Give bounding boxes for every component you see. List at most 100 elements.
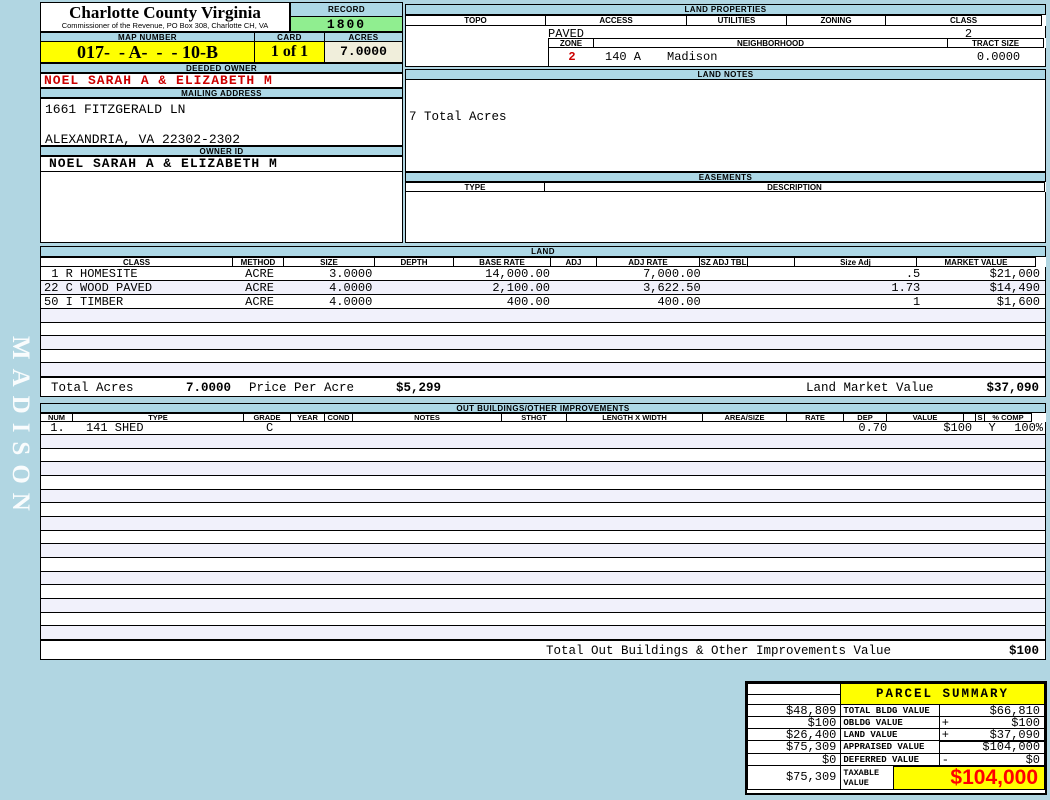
cell: 3.0000 xyxy=(329,267,373,280)
cell: ACRE xyxy=(245,295,274,308)
cell: C xyxy=(265,422,274,434)
ob-length-width-header: LENGTH X WIDTH xyxy=(566,413,703,422)
zone-column-header: ZONE xyxy=(548,38,594,48)
land-notes-header: LAND NOTES xyxy=(405,69,1046,80)
topo-column-header: TOPO xyxy=(405,15,546,26)
neighborhood-name: Madison xyxy=(667,50,718,64)
land-properties-column-headers: TOPO ACCESS UTILITIES ZONING CLASS xyxy=(405,15,1046,26)
land-size-header: SIZE xyxy=(283,257,375,267)
class-column-header: CLASS xyxy=(885,15,1042,26)
cell xyxy=(974,422,987,434)
cell xyxy=(555,267,602,280)
cell xyxy=(755,281,803,294)
price-per-acre-label: Price Per Acre xyxy=(249,381,355,395)
land-market-value-total: $37,090 xyxy=(986,381,1039,395)
ob-num-header: NUM xyxy=(40,413,73,422)
empty-row xyxy=(41,489,1045,504)
cell xyxy=(555,281,602,294)
tract-size-value: 0.0000 xyxy=(976,50,1021,64)
summary-row-deferred: $0 DEFERRED VALUE - $0 xyxy=(747,753,1046,766)
neighborhood-code: 140 A xyxy=(605,50,642,64)
land-column-headers: CLASS METHOD SIZE DEPTH BASE RATE ADJ AD… xyxy=(40,257,1046,267)
cell: 14,000.00 xyxy=(485,267,550,280)
owner-id-header: OWNER ID xyxy=(40,146,403,156)
out-buildings-total-value: $100 xyxy=(1008,644,1039,658)
cell: 0.70 xyxy=(858,422,888,434)
land-properties-values: PAVED 2 ZONE NEIGHBORHOOD TRACT SIZE 2 1… xyxy=(405,26,1046,67)
empty-row xyxy=(41,363,1045,377)
cell xyxy=(328,422,357,434)
ob-area-size-header: AREA/SIZE xyxy=(702,413,787,422)
empty-row xyxy=(41,558,1045,572)
cell: 7,000.00 xyxy=(643,267,701,280)
row-value-cell: $104,000 xyxy=(938,740,1046,754)
easement-type-column-header: TYPE xyxy=(405,182,545,192)
empty-row xyxy=(41,517,1045,531)
cell: $14,490 xyxy=(989,281,1040,294)
card-value: 1 of 1 xyxy=(254,41,325,63)
neighborhood-watermark: MADISON xyxy=(7,336,34,520)
cell xyxy=(357,422,507,434)
total-acres-label: Total Acres xyxy=(51,381,134,395)
cell xyxy=(573,422,710,434)
cell: 1.73 xyxy=(891,281,921,294)
price-per-acre-value: $5,299 xyxy=(396,381,442,395)
empty-row xyxy=(41,585,1045,600)
summary-row-appraised: $75,309 APPRAISED VALUE $104,000 xyxy=(747,740,1046,754)
empty-row xyxy=(41,599,1045,613)
ob-value-header: VALUE xyxy=(886,413,964,422)
cell: 1 R HOMESITE xyxy=(44,267,138,280)
zone-values-row: 2 140 A Madison 0.0000 xyxy=(548,48,1046,66)
empty-row xyxy=(41,435,1045,449)
out-buildings-empty-rows xyxy=(40,435,1046,641)
taxable-label: TAXABLE VALUE xyxy=(840,765,895,790)
out-buildings-header: OUT BUILDINGS/OTHER IMPROVEMENTS xyxy=(40,403,1046,413)
ob-rate-header: RATE xyxy=(786,413,844,422)
easements-column-headers: TYPE DESCRIPTION xyxy=(405,182,1046,192)
class-value: 2 xyxy=(964,27,973,41)
land-section-header: LAND xyxy=(40,246,1046,257)
empty-row xyxy=(41,544,1045,559)
land-rows: 1 R HOMESITE ACRE 3.0000 14,000.00 7,000… xyxy=(40,267,1046,309)
cell: .5 xyxy=(905,267,921,280)
county-header: Charlotte County Virginia Commissioner o… xyxy=(40,2,290,32)
land-empty-rows xyxy=(40,309,1046,377)
empty-row xyxy=(41,612,1045,627)
cell xyxy=(706,267,755,280)
cell: $1,600 xyxy=(996,295,1040,308)
land-blank-header xyxy=(747,257,795,267)
zone-subheaders: ZONE NEIGHBORHOOD TRACT SIZE xyxy=(548,38,1046,48)
empty-row xyxy=(41,503,1045,518)
empty-row xyxy=(41,336,1045,350)
cell: 100% xyxy=(1014,422,1043,434)
empty-row xyxy=(41,309,1045,323)
land-row-1: 1 R HOMESITE ACRE 3.0000 14,000.00 7,000… xyxy=(41,267,1045,281)
land-adj-rate-header: ADJ RATE xyxy=(596,257,700,267)
empty-row xyxy=(41,571,1045,586)
land-sz-adj-tbl-header: SZ ADJ TBL xyxy=(699,257,748,267)
ob-type-header: TYPE xyxy=(72,413,244,422)
cell xyxy=(507,422,573,434)
mailing-address-line1: 1661 FITZGERALD LN xyxy=(45,102,186,117)
parcel-summary: PARCEL SUMMARY $48,809 TOTAL BLDG VALUE … xyxy=(745,681,1047,795)
operator: - xyxy=(941,753,949,766)
ob-cond-header: COND xyxy=(324,413,353,422)
cell xyxy=(755,295,803,308)
cell xyxy=(706,281,755,294)
zone-value: 2 xyxy=(568,50,576,64)
cell: 22 C WOOD PAVED xyxy=(44,281,153,294)
empty-row xyxy=(41,476,1045,490)
land-properties-header: LAND PROPERTIES xyxy=(405,4,1046,15)
total-acres-value: 7.0000 xyxy=(185,381,231,395)
ob-dep-header: DEP xyxy=(843,413,887,422)
deeded-owner-header: DEEDED OWNER xyxy=(40,63,403,73)
easements-box xyxy=(405,192,1046,243)
out-buildings-column-headers: NUM TYPE GRADE YEAR COND NOTES STHGT LEN… xyxy=(40,413,1046,422)
parcel-summary-header-row: PARCEL SUMMARY xyxy=(747,683,1045,705)
prior-value: $75,309 xyxy=(747,765,842,790)
empty-row xyxy=(41,349,1045,364)
ob-notes-header: NOTES xyxy=(352,413,502,422)
ob-grade-header: GRADE xyxy=(243,413,291,422)
out-buildings-totals-row: Total Out Buildings & Other Improvements… xyxy=(40,640,1046,660)
cell: 4.0000 xyxy=(329,295,373,308)
